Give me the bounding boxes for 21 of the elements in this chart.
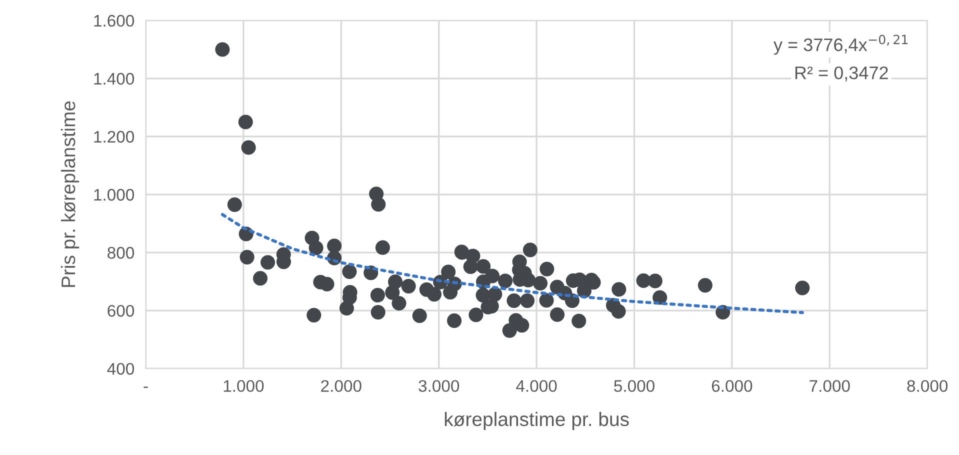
annotation: y = 3776,4x$^{−0,21}$: [774, 34, 908, 55]
y-tick-label: 1.000: [94, 188, 134, 201]
x-tick-label: 8.000: [907, 380, 948, 392]
y-tick-label: 600: [108, 304, 134, 317]
line-series: [220, 212, 804, 314]
x-tick-label: 6.000: [712, 380, 752, 392]
x-tick-label: 4.000: [516, 380, 557, 392]
y-tick-label: 800: [108, 246, 134, 259]
x-tick-label: 1.000: [224, 380, 264, 392]
x-tick-label: -: [144, 386, 148, 388]
x-tick-label: 5.000: [614, 380, 654, 392]
y-tick-label: 1.600: [94, 14, 134, 27]
x-tick-label: 3.000: [418, 380, 460, 392]
y-tick-label: 400: [107, 362, 134, 375]
y-tick-label: 1.200: [94, 130, 134, 143]
x-axis-title: køreplanstime pr. bus: [444, 412, 629, 430]
annotation: R² = 0,3472: [795, 66, 888, 82]
y-axis-title: Pris pr. køreplanstime: [60, 101, 80, 287]
x-tick-label: 2.000: [321, 380, 362, 392]
x-tick-label: 7.000: [810, 380, 850, 392]
y-tick-label: 1.400: [94, 72, 134, 85]
